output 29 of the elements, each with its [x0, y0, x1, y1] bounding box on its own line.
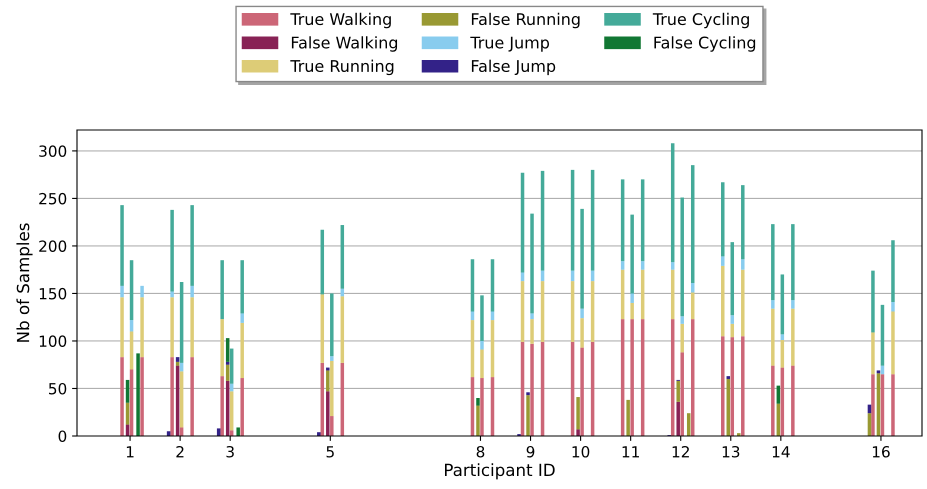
- y-tick-label: 250: [39, 192, 66, 204]
- legend-label: True Running: [290, 60, 394, 76]
- x-tick-label: 5: [326, 446, 334, 458]
- x-tick-label: 10: [572, 446, 590, 458]
- x-tick-label: 2: [176, 446, 184, 458]
- x-tick-label: 1: [126, 446, 134, 458]
- legend-label: False Cycling: [654, 36, 756, 52]
- x-tick-label: 3: [226, 446, 234, 458]
- x-tick-label: 9: [526, 446, 534, 458]
- y-axis-title: Nb of Samples: [16, 223, 33, 342]
- x-tick-label: 8: [476, 446, 484, 458]
- y-tick-label: 300: [39, 145, 66, 157]
- legend-label: False Running: [472, 12, 580, 28]
- x-tick-label: 12: [672, 446, 689, 458]
- y-tick-label: 0: [58, 430, 66, 442]
- x-axis-title: Participant ID: [445, 463, 555, 480]
- x-tick-label: 16: [872, 446, 890, 458]
- y-tick-label: 100: [40, 335, 66, 347]
- x-tick-label: 13: [722, 446, 740, 458]
- legend-label: False Jump: [472, 60, 556, 76]
- y-tick-label: 200: [39, 240, 66, 252]
- x-tick-label: 14: [772, 446, 790, 458]
- x-tick-label: 11: [622, 446, 639, 458]
- y-tick-label: 150: [40, 288, 66, 300]
- legend-label: True Walking: [290, 12, 391, 28]
- y-tick-label: 50: [49, 382, 66, 395]
- legend-label: False Walking: [292, 36, 398, 52]
- legend-label: True Cycling: [652, 12, 749, 28]
- legend-label: True Jump: [470, 36, 550, 52]
